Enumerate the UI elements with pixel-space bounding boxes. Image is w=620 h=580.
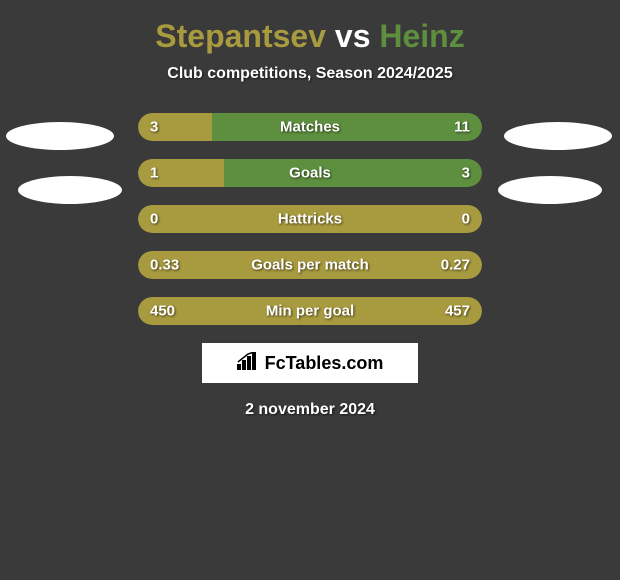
stat-value-right: 0.27 [441,257,470,274]
stat-bar: 1 Goals 3 [138,159,482,187]
stat-label: Matches [280,119,340,136]
stat-value-right: 3 [462,165,470,182]
stat-value-left: 0.33 [150,257,179,274]
stat-label: Hattricks [278,211,342,228]
stat-value-left: 0 [150,211,158,228]
stat-row: 450 Min per goal 457 [0,297,620,325]
stat-value-right: 0 [462,211,470,228]
stat-label: Goals per match [251,257,369,274]
logo-text: FcTables.com [265,353,384,374]
stat-value-left: 1 [150,165,158,182]
stat-bar: 3 Matches 11 [138,113,482,141]
page-title: Stepantsev vs Heinz [0,18,620,55]
bar-right-segment [212,113,482,141]
chart-icon [237,352,259,375]
stat-label: Min per goal [266,303,354,320]
stats-area: 3Matches111Goals30Hattricks00.33Goals pe… [0,113,620,325]
vs-text: vs [335,18,371,54]
stat-bar: 0.33 Goals per match 0.27 [138,251,482,279]
stat-row: 3 Matches 11 [0,113,620,141]
stat-value-left: 450 [150,303,175,320]
stat-value-right: 457 [445,303,470,320]
comparison-card: Stepantsev vs Heinz Club competitions, S… [0,0,620,580]
stat-value-right: 11 [454,119,470,136]
stat-label: Goals [289,165,331,182]
content-area: Stepantsev vs Heinz Club competitions, S… [0,0,620,429]
stat-bar: 0 Hattricks 0 [138,205,482,233]
subtitle: Club competitions, Season 2024/2025 [0,65,620,83]
stat-bar: 450 Min per goal 457 [138,297,482,325]
stat-value-left: 3 [150,119,158,136]
date-text: 2 november 2024 [0,401,620,419]
stat-row: 0.33 Goals per match 0.27 [0,251,620,279]
stat-row: 0 Hattricks 0 [0,205,620,233]
player2-name: Heinz [379,18,464,54]
bar-right-segment [224,159,482,187]
logo-box[interactable]: FcTables.com [202,343,418,383]
stat-row: 1 Goals 3 [0,159,620,187]
player1-name: Stepantsev [155,18,326,54]
